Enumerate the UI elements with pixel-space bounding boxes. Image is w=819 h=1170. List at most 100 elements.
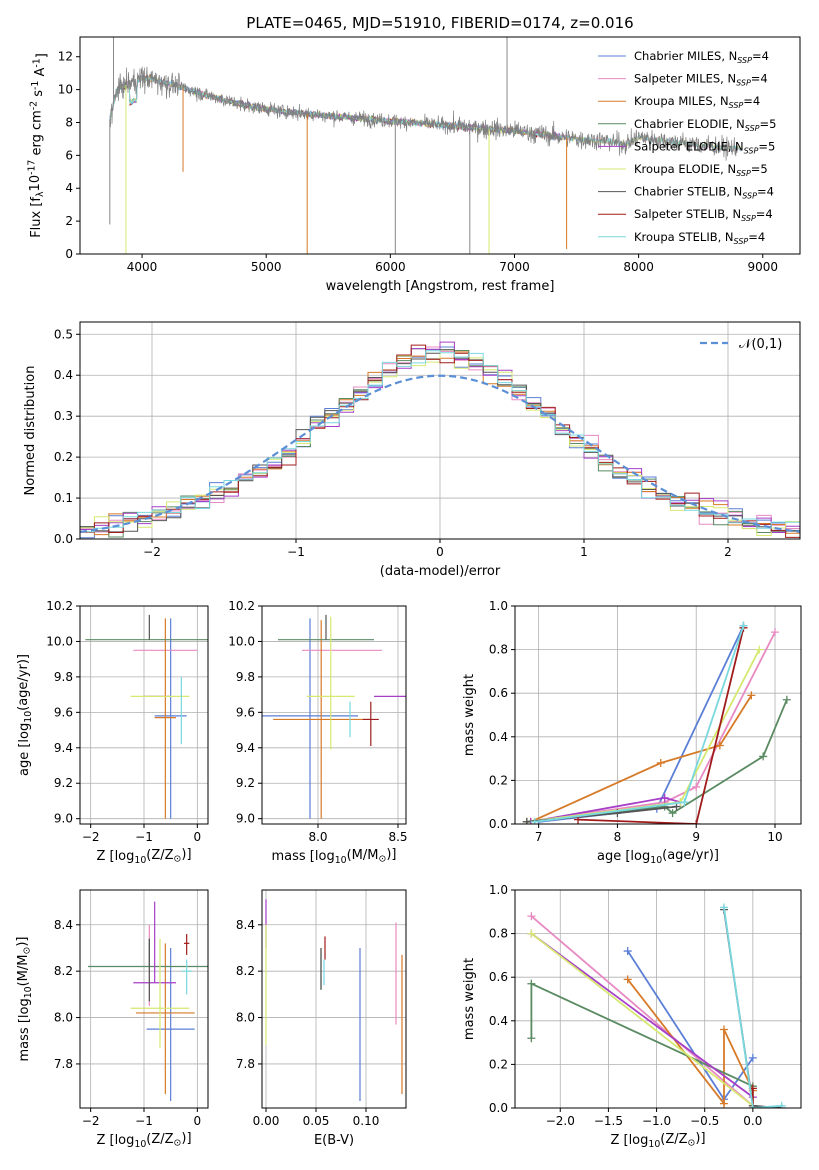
weight-marker-3 [668, 809, 677, 818]
weight-marker-7 [692, 820, 701, 824]
weight-marker-2 [623, 975, 632, 984]
y-tick-label: 0.3 [54, 409, 73, 423]
weight-line-8 [534, 625, 745, 823]
label-part: 10 [23, 711, 34, 723]
weight-marker-8 [719, 903, 728, 912]
legend-n: =4 [752, 49, 769, 63]
weight-marker-5 [755, 645, 764, 654]
label-part: ] [34, 53, 49, 58]
y-tick-label: 9.8 [236, 670, 255, 684]
y-tick-label: 0.2 [54, 450, 73, 464]
label-part: (age/yr)] [662, 848, 719, 863]
x-axis-label: mass [log10​(M/M⊙​)] [272, 847, 397, 866]
plot-area-residuals [80, 341, 800, 539]
x-axis-label: Z [log10​(Z/Z⊙​)] [96, 847, 191, 866]
x-axis-label: Z [log10​(Z/Z⊙​)] [610, 1131, 705, 1150]
y-tick-label: 9.6 [54, 705, 73, 719]
x-tick-label: −0.5 [690, 1114, 719, 1128]
weight-marker-8 [530, 817, 539, 824]
panel-age-vs-mass: 8.0 8.5 9.0 9.2 9.4 9.6 9.8 10.0 10.2 mass [log10… [228, 599, 407, 866]
plot-area-weight-vs-Z [527, 903, 786, 1108]
label-part: (0,1) [751, 337, 782, 352]
label-part: (Z/Z [146, 848, 173, 863]
legend-n: =4 [743, 94, 760, 108]
x-tick-label: 0.00 [253, 1114, 280, 1128]
label-part: 10 [23, 986, 34, 998]
x-axis-label: wavelength [Angstrom, rest frame] [326, 279, 555, 294]
y-axis-label: mass [log10​(M/M⊙​)] [15, 937, 34, 1062]
legend-entry-5: Kroupa ELODIE, NSSP=5 [634, 162, 768, 178]
weight-marker-8 [739, 621, 748, 630]
x-tick-label: 0.10 [353, 1114, 380, 1128]
label-part: (Z/Z [146, 1132, 173, 1147]
y-tick-label: 0.1 [54, 491, 73, 505]
y-tick-label: 0.4 [54, 368, 73, 382]
y-tick-label: 7.8 [54, 1057, 73, 1071]
weight-marker-3 [527, 1034, 536, 1043]
legend-sub: SSP [745, 124, 760, 133]
y-tick-label: 9.2 [54, 776, 73, 790]
weight-marker-2 [719, 1099, 728, 1108]
x-tick-label: −1 [135, 1114, 153, 1128]
label-part: 𝒩 [739, 337, 754, 352]
x-tick-label: 8.0 [308, 830, 327, 844]
x-tick-label: 4000 [127, 260, 158, 274]
label-part: (M/M [16, 955, 31, 987]
weight-marker-0 [623, 947, 632, 956]
weight-line-5 [526, 649, 760, 823]
y-tick-label: 0.8 [489, 643, 508, 657]
panel-mass-vs-Z: −2 −1 0 7.8 8.0 8.2 8.4 Z [log10​(Z/Z⊙​)] mass [… [15, 889, 209, 1150]
legend-sub: SSP [736, 79, 751, 88]
label-part: 10 [650, 855, 662, 866]
label-part: -1 [30, 81, 41, 90]
label-part: (age/yr)] [16, 654, 31, 711]
legend-entry-0: Chabrier MILES, NSSP=4 [634, 49, 769, 65]
y-tick-label: 10.2 [46, 599, 73, 613]
panel-weight-vs-age: 7 8 9 10 0.0 0.2 0.4 0.6 0.8 1.0 age [log10​(age/y… [462, 599, 802, 866]
legend-text: Kroupa MILES, N [634, 94, 729, 108]
x-tick-label: −1.0 [642, 1114, 671, 1128]
panel-mass-vs-ebv: 0.00 0.05 0.10 7.8 8.0 8.2 8.4 E(B-V) [236, 889, 407, 1148]
legend-sub: SSP [742, 192, 757, 201]
x-tick-label: 0.05 [303, 1114, 330, 1128]
legend-sub: SSP [737, 56, 752, 65]
label-part: )] [695, 1131, 705, 1146]
y-tick-label: 10.0 [228, 634, 255, 648]
weight-marker-1 [771, 628, 779, 637]
label-part: A [33, 68, 48, 81]
observed-spectrum [109, 66, 739, 161]
y-tick-label: 0.6 [489, 686, 508, 700]
y-tick-label: 9.2 [236, 776, 255, 790]
label-part: mass [log [272, 849, 335, 864]
reference-legend-label: 𝒩(0,1) [739, 337, 782, 352]
y-tick-label: 9.4 [54, 741, 73, 755]
y-tick-label: 1.0 [489, 883, 508, 897]
legend-entry-2: Kroupa MILES, NSSP=4 [634, 94, 760, 110]
y-axis-label: Flux [fλ​10-17​ erg cm-2​ s-1​ A-1​] [27, 53, 50, 238]
label-part: (M/M [347, 848, 379, 863]
weight-marker-8 [777, 1101, 786, 1108]
legend-text: Chabrier MILES, N [634, 49, 737, 63]
y-tick-label: 0.5 [54, 327, 73, 341]
legend-n: =4 [756, 207, 773, 221]
x-tick-label: 7 [535, 830, 543, 844]
label-part: age [log [597, 849, 650, 864]
legend-sub: SSP [734, 237, 749, 246]
label-part: E(B-V) [314, 1133, 354, 1148]
label-part: 10 [648, 1139, 660, 1150]
label-part: mass [log [17, 998, 32, 1061]
x-axis-label: E(B-V) [314, 1133, 354, 1148]
label-part: λ [35, 191, 46, 197]
legend-entry-7: Salpeter STELIB, NSSP=4 [634, 207, 773, 223]
legend-sub: SSP [736, 169, 751, 178]
x-tick-label: 7000 [499, 260, 530, 274]
x-tick-label: −2 [143, 545, 161, 559]
y-tick-label: 0.4 [489, 730, 508, 744]
y-axis-label: mass weight [462, 674, 477, 756]
x-tick-label: 5000 [251, 260, 282, 274]
panel-residuals: −2 −1 0 1 2 0.0 0.1 0.2 0.3 0.4 0.5 (data-model)/er… [23, 321, 801, 579]
axes-frame [514, 605, 802, 825]
label-part: ⊙ [22, 947, 33, 955]
x-tick-label: 8.5 [388, 830, 407, 844]
label-part: ⊙ [378, 854, 386, 865]
